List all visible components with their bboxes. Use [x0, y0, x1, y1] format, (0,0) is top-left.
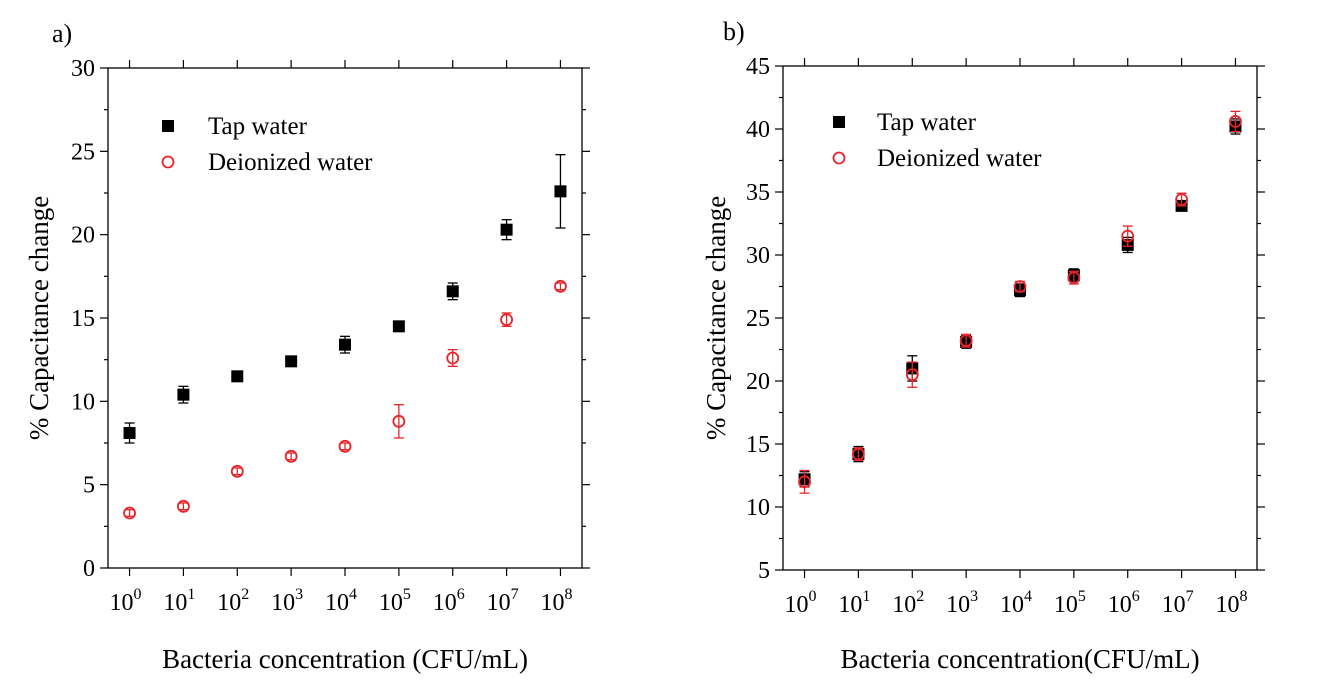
y-tick-label: 0	[83, 556, 95, 582]
plot-frame	[782, 65, 1258, 571]
y-tick-label: 25	[746, 306, 770, 332]
data-point-deionized-water	[905, 368, 919, 382]
data-point-tap-water	[231, 370, 244, 383]
legend-label: Tap water	[877, 109, 977, 136]
y-tick-label: 30	[746, 243, 770, 269]
data-point-deionized-water	[1067, 271, 1081, 285]
chart-b: b) 5 10 15 20 25 30 35 40 45 100 101 102 103 104 105 106…	[701, 17, 1265, 674]
x-tick-label: 105	[1054, 588, 1086, 618]
y-tick-label: 5	[758, 558, 770, 584]
x-tick-label: 103	[271, 586, 303, 616]
y-tick-label: 25	[71, 139, 95, 165]
x-tick-label: 104	[1000, 588, 1032, 618]
y-tick-label: 30	[71, 56, 95, 82]
chart-a: a) 0 5 10 15 20 25 30 100 101 102 103 104 105 106 107 10…	[24, 19, 590, 674]
data-point-deionized-water	[500, 313, 513, 327]
data-point-tap-water	[123, 427, 136, 439]
data-point-deionized-water	[123, 506, 136, 520]
data-point-deionized-water	[959, 334, 973, 348]
y-tick-label: 10	[746, 495, 770, 521]
data-point-deionized-water	[230, 464, 244, 478]
data-point-deionized-water	[1229, 115, 1242, 128]
data-point-tap-water	[285, 355, 298, 368]
y-tick-label: 45	[746, 54, 770, 80]
data-point-tap-water	[392, 320, 405, 333]
y-tick-label: 15	[71, 306, 95, 332]
y-tick-label: 20	[71, 223, 95, 249]
y-axis-label: % Capacitance change	[701, 196, 731, 440]
y-tick-label: 5	[83, 473, 95, 499]
data-point-tap-water	[554, 185, 567, 198]
data-point-deionized-water	[1121, 229, 1135, 243]
y-tick-label: 15	[746, 432, 770, 458]
x-axis-label: Bacteria concentration (CFU/mL)	[162, 644, 528, 674]
panel-label: b)	[723, 17, 745, 46]
x-tick-label: 101	[163, 586, 195, 616]
data-point-deionized-water	[446, 351, 460, 365]
x-tick-label: 102	[217, 586, 249, 616]
data-point-tap-water	[500, 223, 513, 236]
legend-label: Tap water	[208, 113, 308, 140]
y-tick-label: 10	[71, 389, 95, 415]
data-point-deionized-water	[1013, 280, 1027, 293]
x-tick-label: 105	[379, 586, 411, 616]
x-tick-label: 106	[433, 586, 465, 616]
data-point-tap-water	[339, 338, 351, 351]
y-tick-label: 20	[746, 369, 770, 395]
x-tick-label: 108	[540, 586, 572, 616]
legend-marker-tap-water	[162, 120, 174, 132]
x-tick-label: 100	[110, 586, 142, 616]
x-tick-label: 104	[325, 586, 357, 616]
legend-marker-deionized-water	[832, 151, 846, 165]
x-axis-label: Bacteria concentration(CFU/mL)	[840, 644, 1199, 674]
panel-label: a)	[52, 19, 72, 48]
data-point-deionized-water	[392, 414, 406, 428]
data-point-tap-water	[177, 388, 190, 401]
legend-label: Deionized water	[208, 149, 373, 176]
legend-marker-deionized-water	[161, 155, 175, 169]
x-tick-label: 101	[838, 588, 870, 618]
data-point-deionized-water	[338, 439, 352, 453]
x-tick-label: 107	[1162, 588, 1194, 618]
y-axis-label: % Capacitance change	[24, 196, 54, 440]
x-tick-label: 107	[487, 586, 519, 616]
legend-marker-tap-water	[833, 116, 845, 128]
data-point-deionized-water	[177, 499, 190, 513]
data-point-tap-water	[446, 285, 459, 298]
data-point-deionized-water	[554, 279, 567, 293]
x-tick-label: 106	[1108, 588, 1140, 618]
y-tick-label: 35	[746, 180, 770, 206]
data-point-deionized-water	[1175, 193, 1188, 206]
x-tick-label: 100	[785, 588, 817, 618]
legend-label: Deionized water	[877, 145, 1042, 172]
data-point-deionized-water	[284, 449, 298, 463]
x-tick-label: 108	[1215, 588, 1247, 618]
data-point-deionized-water	[852, 447, 865, 461]
data-point-deionized-water	[798, 475, 811, 489]
x-tick-label: 103	[946, 588, 978, 618]
x-tick-label: 102	[892, 588, 924, 618]
y-tick-label: 40	[746, 117, 770, 143]
